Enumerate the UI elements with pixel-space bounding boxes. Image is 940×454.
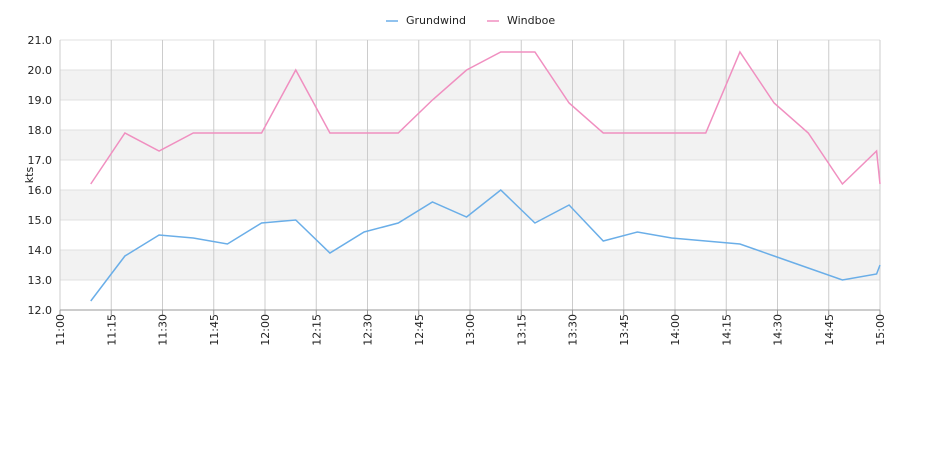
line-series	[90, 50, 881, 186]
y-tick-label: 17.0	[28, 154, 53, 167]
legend-label: Windboe	[507, 14, 555, 27]
y-axis-label: kts	[23, 167, 36, 184]
x-tick-label: 13:30	[567, 314, 580, 346]
y-tick-label: 15.0	[28, 214, 53, 227]
line-series	[90, 189, 881, 302]
x-tick-label: 12:45	[413, 314, 426, 346]
y-tick-label: 14.0	[28, 244, 53, 257]
legend-label: Grundwind	[406, 14, 466, 27]
x-tick-label: 11:45	[208, 314, 221, 346]
x-tick-label: 14:15	[720, 314, 733, 346]
y-tick-label: 20.0	[28, 64, 53, 77]
x-tick-label: 11:30	[157, 314, 170, 346]
x-tick-label: 14:30	[772, 314, 785, 346]
y-tick-label: 16.0	[28, 184, 53, 197]
x-tick-label: 12:00	[259, 314, 272, 346]
x-tick-label: 12:30	[362, 314, 375, 346]
x-tick-label: 15:00	[874, 314, 887, 346]
x-tick-label: 13:45	[618, 314, 631, 346]
y-tick-label: 21.0	[28, 34, 53, 47]
x-tick-label: 13:00	[464, 314, 477, 346]
x-tick-label: 14:45	[823, 314, 836, 346]
x-tick-label: 12:15	[310, 314, 323, 346]
y-tick-label: 19.0	[28, 94, 53, 107]
x-tick-label: 13:15	[515, 314, 528, 346]
x-tick-label: 14:00	[669, 314, 682, 346]
y-tick-label: 13.0	[28, 274, 53, 287]
y-tick-label: 12.0	[28, 304, 53, 317]
x-tick-label: 11:15	[105, 314, 118, 346]
y-tick-label: 18.0	[28, 124, 53, 137]
x-tick-label: 11:00	[54, 314, 67, 346]
